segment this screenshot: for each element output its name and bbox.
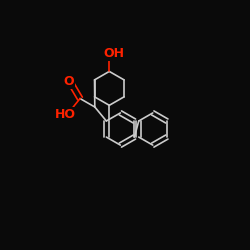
Text: OH: OH <box>104 48 124 60</box>
Text: O: O <box>63 74 74 88</box>
Text: HO: HO <box>55 108 76 121</box>
